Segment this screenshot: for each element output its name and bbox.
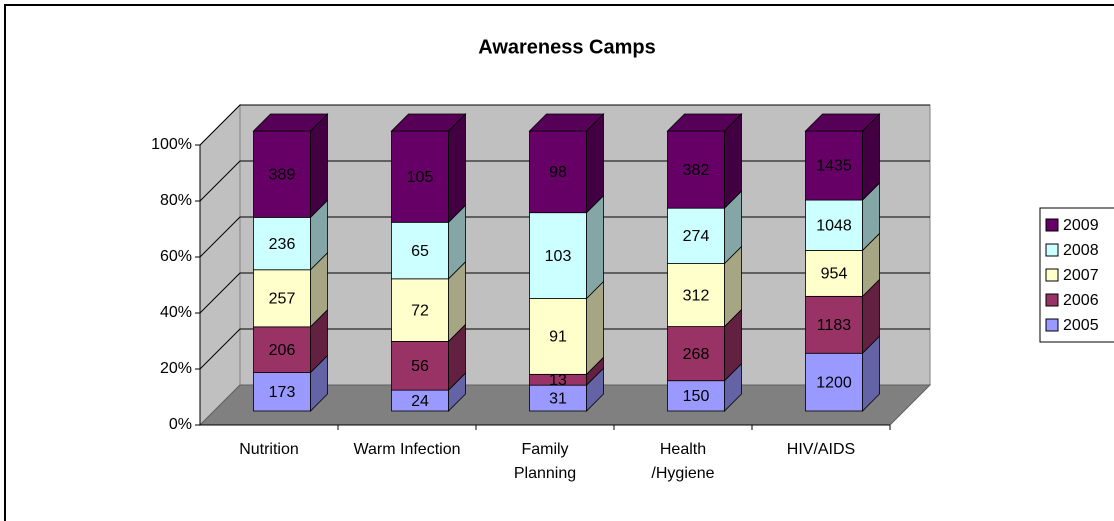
bar-front bbox=[529, 212, 587, 299]
y-tick-label: 60% bbox=[160, 248, 192, 265]
data-label: 24 bbox=[411, 393, 429, 410]
data-label: 274 bbox=[683, 228, 710, 245]
bar-front bbox=[391, 130, 449, 223]
data-label: 72 bbox=[411, 302, 429, 319]
bar-segment bbox=[805, 232, 880, 298]
legend-swatch bbox=[1045, 243, 1059, 257]
bar-segment bbox=[253, 251, 328, 328]
data-label: 257 bbox=[269, 291, 296, 308]
data-label: 1435 bbox=[816, 158, 852, 175]
bar-segment bbox=[805, 335, 880, 412]
bar-front bbox=[529, 130, 587, 214]
bar-front bbox=[253, 130, 311, 218]
legend-swatch bbox=[1045, 268, 1059, 282]
data-label: 268 bbox=[683, 346, 710, 363]
data-label: 1048 bbox=[816, 217, 852, 234]
bar-segment bbox=[805, 182, 880, 252]
legend-label: 2005 bbox=[1063, 317, 1099, 334]
grid-line bbox=[199, 104, 930, 146]
bar-segment bbox=[391, 204, 466, 280]
bar-side bbox=[586, 194, 604, 300]
side-wall bbox=[199, 103, 241, 427]
bar-segment bbox=[529, 194, 604, 300]
bar-top bbox=[804, 113, 881, 132]
data-label: 1183 bbox=[817, 317, 852, 334]
data-label: 56 bbox=[411, 358, 429, 375]
data-label: 382 bbox=[683, 162, 710, 179]
x-tick-label: Warm Infection bbox=[354, 441, 461, 458]
legend-label: 2006 bbox=[1063, 292, 1099, 309]
bar-front bbox=[805, 352, 863, 412]
x-tick-label: Family Planning bbox=[514, 441, 576, 482]
data-label: 150 bbox=[683, 388, 710, 405]
data-label: 103 bbox=[545, 248, 572, 265]
bar-top bbox=[252, 113, 329, 132]
x-tick-label: HIV/AIDS bbox=[787, 441, 855, 458]
bar-front bbox=[253, 372, 311, 412]
data-label: 91 bbox=[549, 329, 567, 346]
data-label: 312 bbox=[683, 287, 710, 304]
bar-top bbox=[528, 113, 605, 132]
y-tick-label: 80% bbox=[160, 192, 192, 209]
bar-segment bbox=[667, 245, 742, 328]
data-label: 389 bbox=[269, 166, 296, 183]
y-tick-label: 40% bbox=[160, 304, 192, 321]
legend-label: 2007 bbox=[1063, 267, 1099, 284]
chart-title: Awareness Camps bbox=[478, 36, 656, 58]
bar-side bbox=[448, 113, 466, 224]
bar-top bbox=[666, 113, 743, 132]
bar-front bbox=[391, 278, 449, 342]
bar-segment bbox=[805, 278, 880, 355]
data-label: 173 bbox=[269, 384, 296, 401]
legend-swatch bbox=[1045, 293, 1059, 307]
bar-front bbox=[667, 326, 725, 382]
data-label: 206 bbox=[269, 342, 296, 359]
data-label: 65 bbox=[411, 243, 429, 260]
bar-segment bbox=[252, 113, 329, 219]
bar-segment bbox=[528, 113, 605, 214]
y-tick-label: 100% bbox=[151, 136, 192, 153]
bar-segment bbox=[253, 308, 328, 374]
data-label: 236 bbox=[269, 236, 296, 253]
bar-front bbox=[667, 130, 725, 209]
bar-segment bbox=[804, 113, 881, 202]
bar-segment bbox=[667, 190, 742, 265]
y-tick-label: 0% bbox=[169, 416, 192, 433]
legend-label: 2009 bbox=[1063, 217, 1099, 234]
data-label: 105 bbox=[407, 169, 434, 186]
legend-label: 2008 bbox=[1063, 242, 1099, 259]
y-tick-label: 20% bbox=[160, 360, 192, 377]
data-label: 98 bbox=[549, 164, 567, 181]
data-label: 13 bbox=[549, 372, 567, 389]
bar-front bbox=[529, 298, 587, 375]
bar-segment bbox=[667, 308, 742, 382]
bar-segment bbox=[391, 260, 466, 343]
x-tick-label: Nutrition bbox=[239, 441, 299, 458]
bar-segment bbox=[390, 113, 467, 224]
bar-segment bbox=[391, 323, 466, 392]
bar-segment bbox=[666, 113, 743, 210]
bar-front bbox=[805, 199, 863, 251]
bar-segment bbox=[529, 367, 604, 412]
legend-swatch bbox=[1045, 318, 1059, 332]
bar-front bbox=[805, 250, 863, 297]
x-tick-label: Health/Hygiene bbox=[651, 441, 714, 482]
legend-swatch bbox=[1045, 218, 1059, 232]
bar-top bbox=[390, 113, 467, 132]
data-label: 954 bbox=[821, 266, 848, 283]
bar-segment bbox=[253, 354, 328, 412]
data-label: 1200 bbox=[816, 374, 852, 391]
bar-side bbox=[310, 113, 328, 219]
bar-segment bbox=[667, 362, 742, 412]
bar-front bbox=[529, 384, 587, 412]
bar-segment bbox=[253, 199, 328, 271]
data-label: 31 bbox=[549, 390, 567, 407]
bar-front bbox=[805, 130, 863, 201]
